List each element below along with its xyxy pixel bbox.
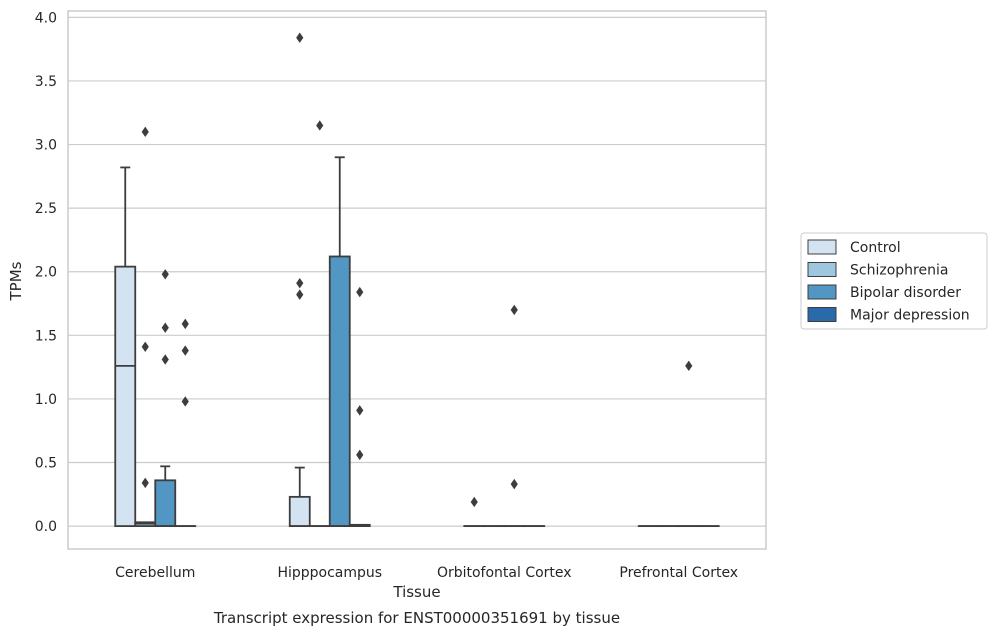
outlier-point [181,396,189,407]
box-major-depression [174,318,197,528]
legend-swatch [807,284,837,300]
legend-label: Bipolar disorder [850,285,961,301]
outlier-point [141,477,149,489]
outlier-point [316,120,324,131]
box-major-depression [348,286,371,528]
legend-label: Schizophrenia [850,263,948,279]
outlier-point [296,289,304,300]
outlier-point [296,32,304,43]
box-rect [114,265,137,528]
legend-label: Major depression [850,308,970,324]
y-tick-label: 1.5 [35,328,57,344]
y-tick-label: 2.5 [35,201,57,217]
box-control [463,496,486,528]
box-control [288,32,311,528]
outlier-point [470,496,478,508]
x-axis-title: Tissue [392,583,440,601]
box-bipolar-disorder [677,360,700,528]
outlier-point [181,318,189,330]
legend-swatch [807,239,837,255]
outlier-point [356,449,364,461]
box-rect [328,255,351,528]
box-schizophrenia [308,120,331,528]
box-schizophrenia [134,126,157,528]
box-groups [114,32,720,528]
y-tick-label: 1.0 [35,392,57,408]
box-bipolar-disorder [503,304,526,528]
y-tick-label: 3.0 [35,138,57,154]
box-bipolar-disorder [328,156,351,528]
y-tick-label: 0.0 [35,519,57,535]
x-tick-label: Cerebellum [115,565,195,581]
legend-label: Control [850,240,901,256]
y-tick-labels: 0.0 0.5 1.0 1.5 2.0 2.5 3.0 3.5 4.0 [35,10,57,535]
box-bipolar-disorder [154,269,177,528]
legend-box [800,232,988,330]
outlier-point [296,277,304,289]
outlier-point [356,405,364,416]
plot-frame [67,10,767,550]
outlier-point [510,304,518,316]
y-tick-label: 4.0 [35,10,57,26]
outlier-point [141,341,149,352]
outlier-point [141,126,149,138]
y-axis-title: TPMs [7,261,25,301]
outlier-point [161,354,169,365]
box-rect [154,479,177,528]
outlier-point [161,322,169,333]
y-tick-label: 3.5 [35,74,57,90]
legend-swatch [807,307,837,322]
legend: Control Schizophrenia Bipolar disorder Majo… [800,232,988,330]
x-tick-label: Orbitofontal Cortex [437,565,572,581]
y-tick-label: 2.0 [35,265,57,281]
x-tick-labels: Cerebellum Hipppocampus Orbitofontal Corte… [115,565,738,581]
x-tick-label: Hipppocampus [277,565,382,581]
outlier-point [161,269,169,280]
x-tick-label: Prefrontal Cortex [619,565,738,581]
outlier-point [685,360,693,372]
outlier-point [510,478,518,490]
y-tick-label: 0.5 [35,456,57,472]
box-rect [288,495,311,528]
y-gridlines [68,16,766,527]
box-control [114,166,137,528]
chart-caption: Transcript expression for ENST0000035169… [213,609,620,627]
outlier-point [356,286,364,298]
legend-swatch [807,262,837,277]
outlier-point [181,345,189,356]
